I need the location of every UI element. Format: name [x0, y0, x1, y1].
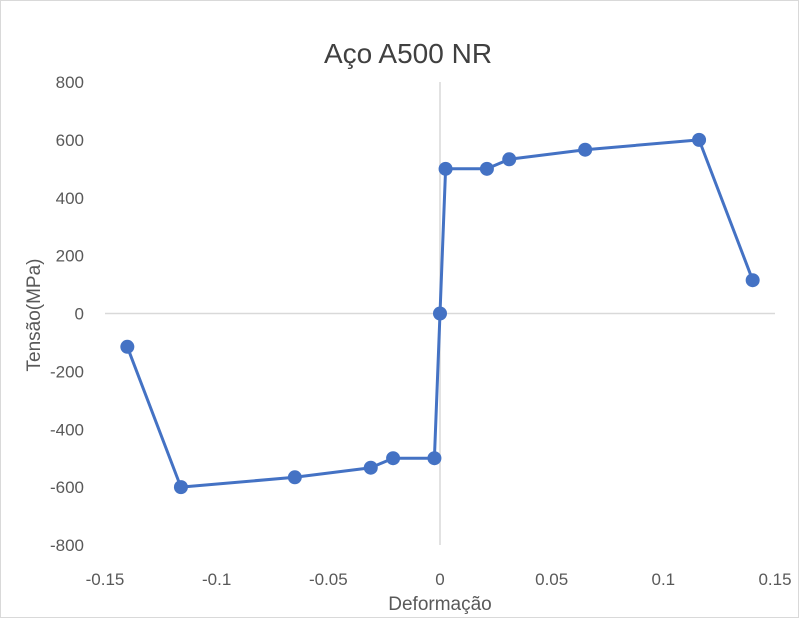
data-point — [479, 161, 494, 176]
data-point — [745, 273, 760, 288]
y-tick-label: 600 — [56, 131, 84, 150]
x-tick-label: 0.15 — [758, 570, 791, 589]
x-tick-label: -0.1 — [202, 570, 231, 589]
y-tick-label: 200 — [56, 247, 84, 266]
y-tick-label: -200 — [50, 362, 84, 381]
data-point — [578, 142, 593, 157]
y-tick-label: 0 — [75, 305, 84, 324]
y-tick-label: 400 — [56, 189, 84, 208]
data-point — [386, 451, 401, 466]
tick-labels: 800 600 400 200 0 -200 -400 -600 -800-0.15 -0.1 -0… — [50, 73, 792, 589]
chart-title: Aço A500 NR — [324, 38, 492, 69]
x-tick-label: -0.05 — [309, 570, 348, 589]
x-tick-label: 0 — [435, 570, 444, 589]
data-point — [502, 152, 517, 167]
data-point — [433, 306, 447, 321]
data-point — [692, 132, 707, 147]
data-point — [427, 451, 442, 466]
x-tick-label: 0.1 — [652, 570, 676, 589]
data-point — [363, 460, 378, 475]
y-axis-title: Tensão(MPa) — [24, 259, 45, 372]
y-tick-label: -400 — [50, 420, 84, 439]
data-point — [287, 470, 302, 485]
data-point — [120, 339, 135, 354]
y-tick-label: -600 — [50, 478, 84, 497]
x-tick-label: -0.15 — [86, 570, 125, 589]
y-tick-label: 800 — [56, 73, 84, 92]
series-layer — [120, 132, 760, 495]
data-point — [173, 480, 188, 495]
x-axis-title: Deformação — [388, 594, 492, 615]
x-tick-label: 0.05 — [535, 570, 568, 589]
data-point — [438, 161, 453, 176]
y-tick-label: -800 — [50, 536, 84, 555]
